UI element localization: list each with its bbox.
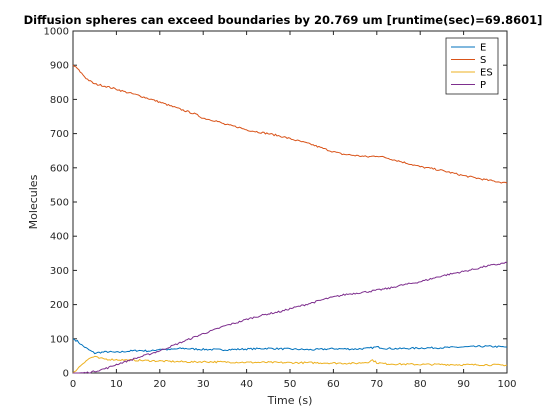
y-tick-label: 500	[50, 198, 69, 209]
series-line-e	[72, 338, 508, 355]
chart-title: Diffusion spheres can exceed boundaries …	[24, 13, 543, 27]
plot-area	[72, 30, 508, 374]
series-lines	[72, 64, 508, 374]
y-tick-label: 300	[50, 266, 69, 277]
x-tick-label: 80	[414, 379, 427, 390]
x-tick-label: 50	[284, 379, 297, 390]
legend-label: S	[480, 55, 486, 66]
series-line-s	[72, 64, 508, 184]
legend-label: P	[480, 80, 486, 91]
x-tick-label: 70	[370, 379, 383, 390]
y-tick-label: 200	[50, 300, 69, 311]
legend-label: ES	[480, 68, 493, 79]
legend-label: E	[480, 43, 486, 54]
y-tick-label: 100	[50, 334, 69, 345]
x-tick-label: 40	[240, 379, 253, 390]
x-axis: 0 10 20 30 40 50 60 70 80 90 100	[70, 31, 517, 390]
x-tick-label: 20	[153, 379, 166, 390]
y-axis-label: Molecules	[27, 174, 40, 229]
x-tick-label: 30	[197, 379, 210, 390]
x-tick-label: 90	[457, 379, 470, 390]
series-line-p	[73, 261, 508, 374]
y-axis: 0 100 200 300 400 500 600 700 800 900 1000	[44, 27, 507, 380]
x-tick-label: 100	[497, 379, 516, 390]
y-tick-label: 900	[50, 61, 69, 72]
series-line-es	[72, 355, 508, 374]
y-tick-label: 800	[50, 95, 69, 106]
x-tick-label: 60	[327, 379, 340, 390]
legend-box	[445, 37, 499, 95]
y-tick-label: 1000	[44, 27, 69, 38]
y-tick-label: 400	[50, 232, 69, 243]
x-tick-label: 10	[110, 379, 123, 390]
y-tick-label: 600	[50, 163, 69, 174]
x-axis-label: Time (s)	[267, 394, 313, 407]
y-tick-label: 0	[63, 369, 69, 380]
x-tick-label: 0	[70, 379, 76, 390]
y-tick-label: 700	[50, 129, 69, 140]
